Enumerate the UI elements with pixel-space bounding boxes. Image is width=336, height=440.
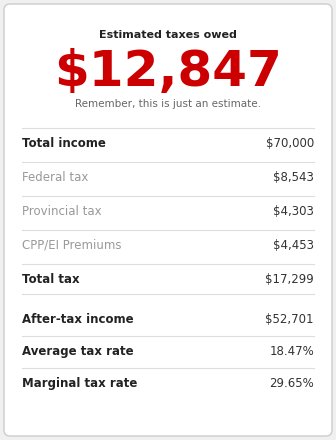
Text: After-tax income: After-tax income [22,312,134,326]
Text: Federal tax: Federal tax [22,171,88,183]
Text: Estimated taxes owed: Estimated taxes owed [99,30,237,40]
Text: Total tax: Total tax [22,272,80,286]
Text: Average tax rate: Average tax rate [22,345,134,357]
FancyBboxPatch shape [4,4,332,436]
Text: Provincial tax: Provincial tax [22,205,101,217]
Text: $4,303: $4,303 [273,205,314,217]
Text: Marginal tax rate: Marginal tax rate [22,377,137,389]
Text: Remember, this is just an estimate.: Remember, this is just an estimate. [75,99,261,109]
Text: CPP/EI Premiums: CPP/EI Premiums [22,238,122,252]
Text: Total income: Total income [22,136,106,150]
Text: 29.65%: 29.65% [269,377,314,389]
Text: $17,299: $17,299 [265,272,314,286]
Text: $8,543: $8,543 [273,171,314,183]
Text: 18.47%: 18.47% [269,345,314,357]
Text: $70,000: $70,000 [266,136,314,150]
Text: $52,701: $52,701 [265,312,314,326]
Text: $12,847: $12,847 [54,48,282,96]
Text: $4,453: $4,453 [273,238,314,252]
